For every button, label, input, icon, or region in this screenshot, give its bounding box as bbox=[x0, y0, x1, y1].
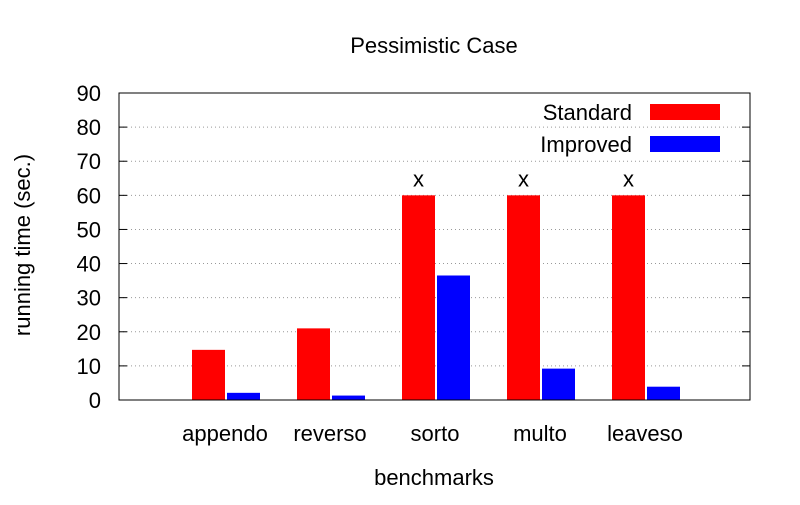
legend-swatch-standard bbox=[650, 104, 720, 120]
y-tick-label: 30 bbox=[77, 286, 101, 311]
x-tick-label: sorto bbox=[411, 421, 460, 446]
x-tick-label: reverso bbox=[293, 421, 366, 446]
y-tick-label: 60 bbox=[77, 183, 101, 208]
y-axis-label: running time (sec.) bbox=[10, 154, 35, 336]
bar-standard-multo bbox=[507, 195, 540, 400]
legend-swatch-improved bbox=[650, 136, 720, 152]
bar-improved-appendo bbox=[227, 392, 260, 400]
axes: 0 10 20 30 40 50 60 70 80 90 appendo reverso sorto mu… bbox=[77, 81, 751, 446]
y-tick-label: 0 bbox=[89, 388, 101, 413]
y-tick-label: 70 bbox=[77, 149, 101, 174]
x-tick-label: appendo bbox=[182, 421, 268, 446]
chart-title: Pessimistic Case bbox=[350, 33, 517, 58]
bar-improved-leaveso bbox=[647, 386, 680, 400]
bar-improved-sorto bbox=[437, 275, 470, 400]
legend: Standard Improved bbox=[540, 100, 720, 157]
bar-improved-multo bbox=[542, 368, 575, 400]
plot-frame bbox=[118, 92, 751, 401]
legend-label-improved: Improved bbox=[540, 132, 632, 157]
bar-standard-sorto bbox=[402, 195, 435, 400]
x-tick-label: leaveso bbox=[607, 421, 683, 446]
y-tick-label: 90 bbox=[77, 81, 101, 106]
bar-standard-leaveso bbox=[612, 195, 645, 400]
y-tick-label: 10 bbox=[77, 354, 101, 379]
x-axis-label: benchmarks bbox=[374, 465, 494, 490]
x-tick-label: multo bbox=[513, 421, 567, 446]
timeout-annotation: x bbox=[623, 166, 634, 191]
timeout-annotation: x bbox=[413, 166, 424, 191]
y-tick-label: 20 bbox=[77, 320, 101, 345]
bar-improved-reverso bbox=[332, 395, 365, 400]
timeout-annotation: x bbox=[518, 166, 529, 191]
y-tick-label: 40 bbox=[77, 252, 101, 277]
bar-standard-reverso bbox=[297, 328, 330, 400]
bar-standard-appendo bbox=[192, 349, 225, 400]
y-tick-label: 50 bbox=[77, 217, 101, 242]
legend-label-standard: Standard bbox=[543, 100, 632, 125]
y-tick-label: 80 bbox=[77, 115, 101, 140]
